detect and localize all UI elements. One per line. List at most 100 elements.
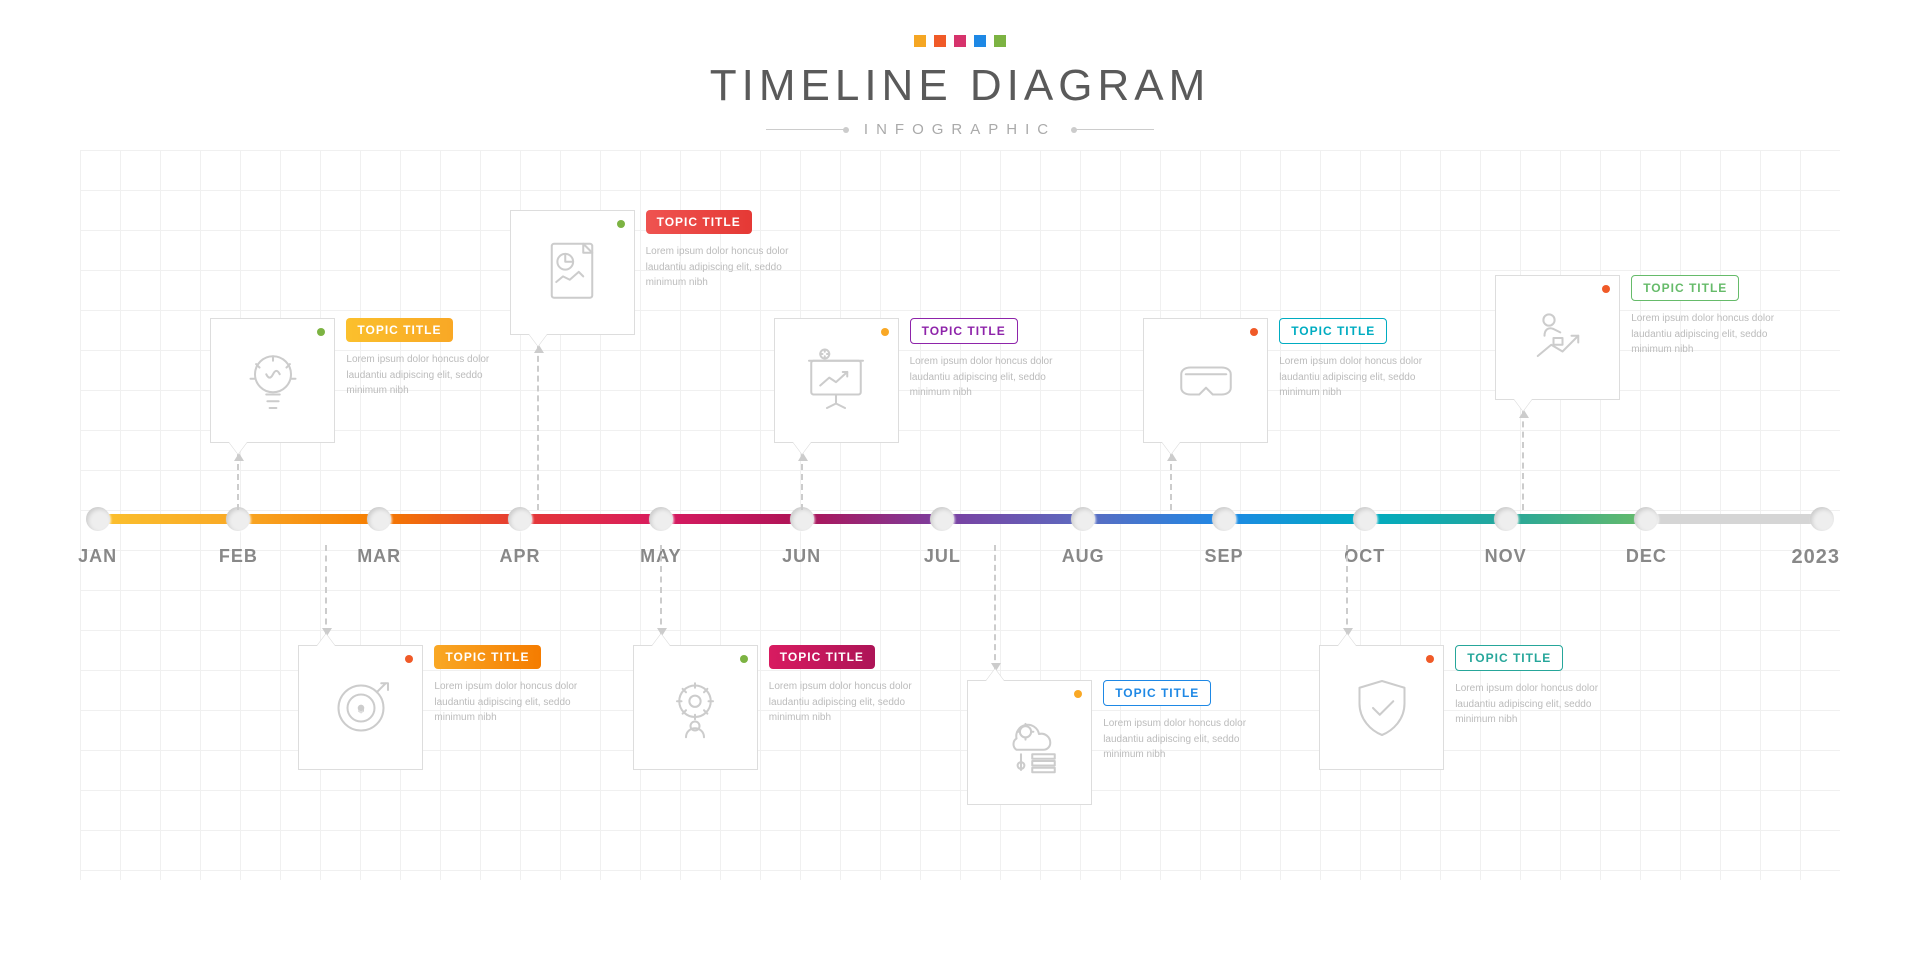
timeline-segment — [379, 514, 520, 524]
vr-icon — [1170, 345, 1242, 417]
topic-card — [298, 645, 423, 770]
accent-dots — [0, 35, 1920, 47]
timeline-segment — [1506, 514, 1647, 524]
topic-card — [1495, 275, 1620, 400]
topic-info: TOPIC TITLE Lorem ipsum dolor honcus dolo… — [1279, 318, 1429, 401]
month-label: SEP — [1204, 546, 1243, 567]
presentation-icon — [800, 345, 872, 417]
topic-desc: Lorem ipsum dolor honcus dolor laudantiu… — [1455, 681, 1605, 728]
connector-line — [660, 545, 662, 635]
timeline-node — [226, 507, 250, 531]
connector-line — [1522, 411, 1524, 510]
shield-icon — [1346, 672, 1418, 744]
corner-dot — [1602, 285, 1610, 293]
topic-info: TOPIC TITLE Lorem ipsum dolor honcus dolo… — [769, 645, 919, 726]
topic-card — [1319, 645, 1444, 770]
topic-desc: Lorem ipsum dolor honcus dolor laudantiu… — [910, 354, 1060, 401]
timeline-node — [1494, 507, 1518, 531]
connector-line — [325, 545, 327, 635]
topic-info: TOPIC TITLE Lorem ipsum dolor honcus dolo… — [1455, 645, 1605, 728]
connector-line — [537, 346, 539, 510]
topic-badge: TOPIC TITLE — [769, 645, 875, 669]
corner-dot — [317, 328, 325, 336]
month-label: MAR — [357, 546, 401, 567]
corner-dot — [740, 655, 748, 663]
growth-icon — [1522, 302, 1594, 374]
gear-person-icon — [659, 672, 731, 744]
timeline-node — [649, 507, 673, 531]
corner-dot — [1074, 690, 1082, 698]
timeline-segment — [802, 514, 943, 524]
topic-info: TOPIC TITLE Lorem ipsum dolor honcus dolo… — [1103, 680, 1253, 763]
corner-dot — [405, 655, 413, 663]
topic-card — [633, 645, 758, 770]
report-icon — [536, 237, 608, 309]
accent-dot — [994, 35, 1006, 47]
bulb-icon — [237, 345, 309, 417]
header: TIMELINE DIAGRAM INFOGRAPHIC — [0, 0, 1920, 138]
topic-badge: TOPIC TITLE — [646, 210, 752, 234]
accent-dot — [934, 35, 946, 47]
corner-dot — [1426, 655, 1434, 663]
timeline-node — [1212, 507, 1236, 531]
timeline-segment — [238, 514, 379, 524]
timeline-segment — [942, 514, 1083, 524]
topic-card — [510, 210, 635, 335]
month-label: JAN — [78, 546, 117, 567]
topic-desc: Lorem ipsum dolor honcus dolor laudantiu… — [1103, 716, 1253, 763]
topic-badge: TOPIC TITLE — [1455, 645, 1563, 671]
timeline-node — [790, 507, 814, 531]
timeline-axis: 2023 JANFEBMARAPRMAYJUNJULAUGSEPOCTNOVDE… — [80, 510, 1840, 528]
timeline-node — [930, 507, 954, 531]
accent-dot — [914, 35, 926, 47]
topic-badge: TOPIC TITLE — [434, 645, 540, 669]
timeline-segment — [98, 514, 239, 524]
topic-desc: Lorem ipsum dolor honcus dolor laudantiu… — [346, 352, 496, 399]
topic-info: TOPIC TITLE Lorem ipsum dolor honcus dolo… — [1631, 275, 1781, 358]
cloud-gear-icon — [994, 707, 1066, 779]
topic-card — [967, 680, 1092, 805]
month-label: APR — [499, 546, 540, 567]
topic-desc: Lorem ipsum dolor honcus dolor laudantiu… — [1279, 354, 1429, 401]
timeline-segment — [1224, 514, 1365, 524]
month-label: FEB — [219, 546, 258, 567]
topic-badge: TOPIC TITLE — [1631, 275, 1739, 301]
topic-card — [210, 318, 335, 443]
topic-badge: TOPIC TITLE — [346, 318, 452, 342]
topic-info: TOPIC TITLE Lorem ipsum dolor honcus dolo… — [910, 318, 1060, 401]
month-label: JUN — [782, 546, 821, 567]
month-label: NOV — [1485, 546, 1527, 567]
timeline-segment — [1083, 514, 1224, 524]
topic-info: TOPIC TITLE Lorem ipsum dolor honcus dolo… — [346, 318, 496, 399]
target-icon — [325, 672, 397, 744]
connector-line — [237, 454, 239, 510]
connector-line — [994, 545, 996, 670]
month-label: JUL — [924, 546, 961, 567]
topic-desc: Lorem ipsum dolor honcus dolor laudantiu… — [769, 679, 919, 726]
topic-desc: Lorem ipsum dolor honcus dolor laudantiu… — [646, 244, 796, 291]
divider-right — [1074, 129, 1154, 130]
timeline-node — [1071, 507, 1095, 531]
timeline-segment — [661, 514, 802, 524]
topic-badge: TOPIC TITLE — [1103, 680, 1211, 706]
timeline-node — [508, 507, 532, 531]
accent-dot — [974, 35, 986, 47]
topic-badge: TOPIC TITLE — [910, 318, 1018, 344]
timeline-segment — [1365, 514, 1506, 524]
topic-info: TOPIC TITLELorem ipsum dolor honcus dolo… — [434, 645, 584, 726]
month-label: DEC — [1626, 546, 1667, 567]
topic-desc: Lorem ipsum dolor honcus dolor laudantiu… — [1631, 311, 1781, 358]
corner-dot — [617, 220, 625, 228]
topic-info: TOPIC TITLE Lorem ipsum dolor honcus dolo… — [646, 210, 796, 291]
timeline-segment — [520, 514, 661, 524]
timeline-node — [1634, 507, 1658, 531]
timeline-node — [1353, 507, 1377, 531]
connector-line — [801, 454, 803, 510]
corner-dot — [1250, 328, 1258, 336]
month-label: AUG — [1062, 546, 1105, 567]
topic-badge: TOPIC TITLE — [1279, 318, 1387, 344]
accent-dot — [954, 35, 966, 47]
timeline-node-end — [1810, 507, 1834, 531]
year-label: 2023 — [1792, 546, 1841, 569]
timeline-node — [86, 507, 110, 531]
